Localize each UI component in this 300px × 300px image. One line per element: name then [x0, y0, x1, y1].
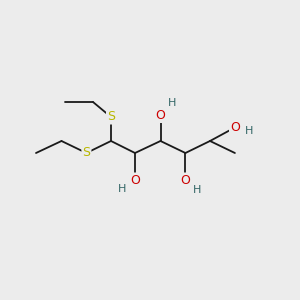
Text: O: O — [156, 109, 165, 122]
Text: S: S — [107, 110, 115, 124]
Text: H: H — [245, 126, 254, 136]
Text: O: O — [130, 173, 140, 187]
Text: O: O — [181, 173, 190, 187]
Text: S: S — [82, 146, 90, 160]
Text: H: H — [168, 98, 176, 109]
Text: O: O — [230, 121, 240, 134]
Text: H: H — [118, 184, 127, 194]
Text: H: H — [193, 184, 201, 195]
